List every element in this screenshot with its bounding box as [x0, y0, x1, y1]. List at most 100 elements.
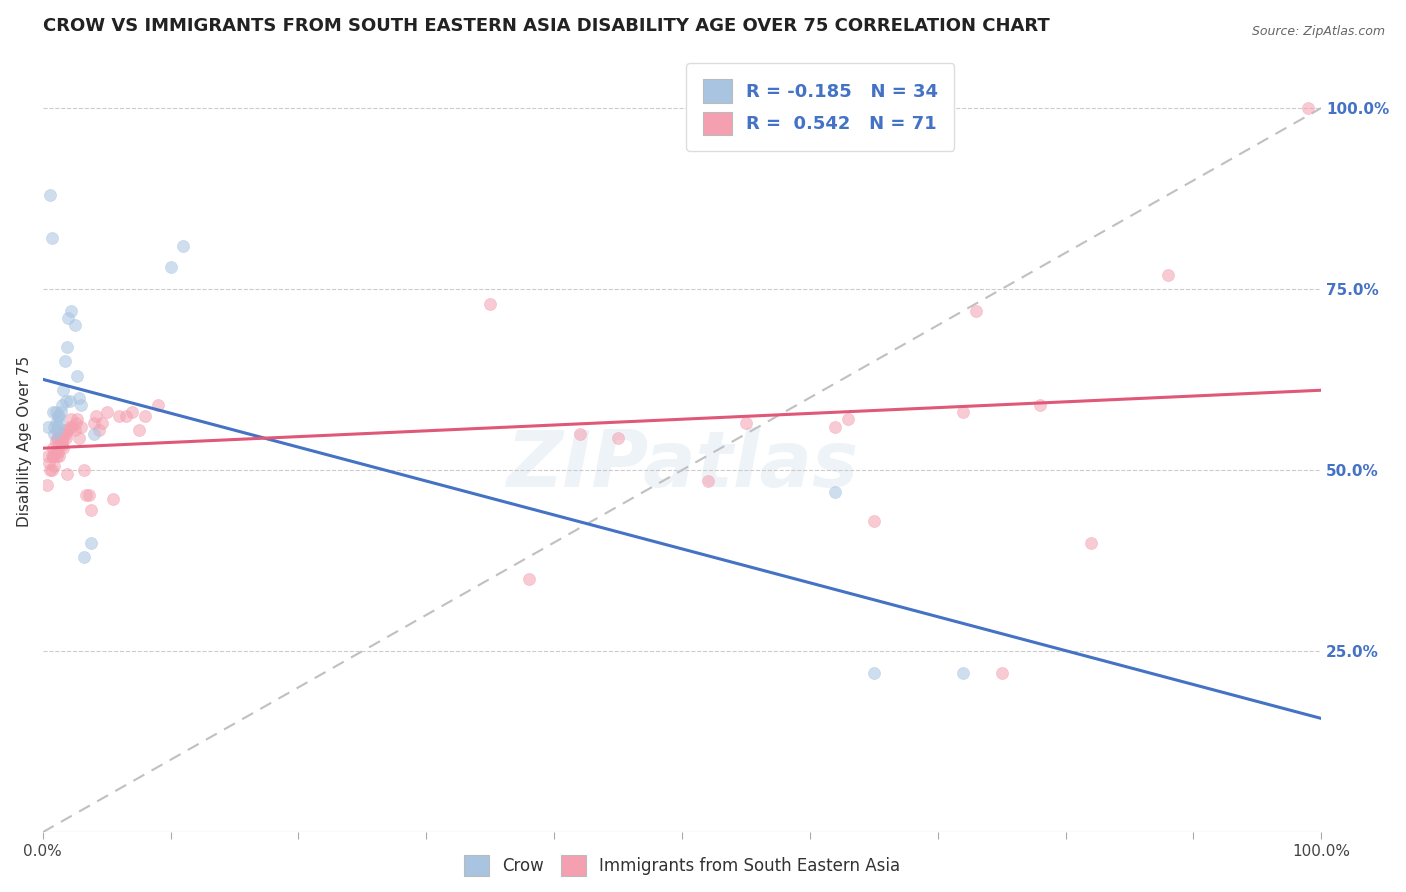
Point: [42, 405, 65, 419]
Point: [46, 419, 69, 434]
Point: [44, 426, 66, 441]
Point: [51, 398, 73, 412]
Point: [45, 405, 67, 419]
Point: [172, 238, 194, 252]
Point: [837, 412, 859, 426]
Point: [45, 449, 67, 463]
Point: [51, 434, 73, 449]
Point: [55, 430, 77, 444]
Point: [1298, 101, 1320, 115]
Point: [48, 416, 70, 430]
Point: [52, 426, 75, 441]
Point: [41, 463, 63, 477]
Point: [51, 438, 73, 452]
Point: [952, 405, 974, 419]
Legend: Crow, Immigrants from South Eastern Asia: Crow, Immigrants from South Eastern Asia: [457, 849, 907, 882]
Point: [479, 296, 502, 310]
Point: [39, 188, 62, 202]
Point: [86, 409, 108, 423]
Point: [44, 419, 66, 434]
Point: [59, 412, 82, 426]
Point: [52, 430, 75, 444]
Point: [41, 449, 63, 463]
Point: [952, 665, 974, 680]
Point: [65, 416, 87, 430]
Point: [58, 423, 80, 437]
Point: [49, 430, 72, 444]
Point: [965, 303, 987, 318]
Point: [37, 449, 59, 463]
Point: [55, 394, 77, 409]
Point: [121, 405, 143, 419]
Point: [63, 318, 86, 333]
Text: ZIPatlas: ZIPatlas: [506, 426, 858, 502]
Point: [56, 467, 79, 481]
Point: [990, 665, 1012, 680]
Point: [70, 419, 93, 434]
Point: [83, 416, 105, 430]
Point: [42, 442, 65, 456]
Point: [44, 449, 66, 463]
Point: [159, 260, 181, 275]
Point: [862, 514, 884, 528]
Point: [87, 423, 110, 437]
Point: [49, 426, 72, 441]
Point: [60, 419, 83, 434]
Point: [55, 426, 77, 441]
Point: [46, 430, 69, 444]
Point: [1029, 398, 1052, 412]
Point: [48, 409, 70, 423]
Point: [146, 398, 169, 412]
Point: [96, 405, 118, 419]
Point: [59, 394, 82, 409]
Point: [67, 430, 90, 444]
Point: [38, 456, 60, 470]
Point: [45, 445, 67, 459]
Point: [735, 416, 758, 430]
Point: [52, 442, 75, 456]
Point: [862, 665, 884, 680]
Point: [35, 477, 58, 491]
Point: [73, 549, 96, 564]
Point: [45, 430, 67, 444]
Point: [42, 449, 65, 463]
Point: [75, 488, 97, 502]
Point: [696, 474, 718, 488]
Point: [77, 488, 100, 502]
Point: [46, 409, 69, 423]
Y-axis label: Disability Age Over 75: Disability Age Over 75: [17, 356, 32, 527]
Point: [53, 354, 76, 368]
Point: [44, 459, 66, 474]
Point: [45, 416, 67, 430]
Text: CROW VS IMMIGRANTS FROM SOUTH EASTERN ASIA DISABILITY AGE OVER 75 CORRELATION CH: CROW VS IMMIGRANTS FROM SOUTH EASTERN AS…: [42, 17, 1049, 35]
Point: [824, 484, 846, 499]
Point: [90, 416, 112, 430]
Point: [1080, 535, 1102, 549]
Point: [52, 384, 75, 398]
Point: [48, 438, 70, 452]
Point: [70, 398, 93, 412]
Point: [83, 426, 105, 441]
Point: [59, 419, 82, 434]
Point: [48, 426, 70, 441]
Point: [41, 231, 63, 245]
Point: [67, 391, 90, 405]
Point: [1157, 268, 1180, 282]
Point: [824, 419, 846, 434]
Point: [80, 535, 103, 549]
Point: [49, 405, 72, 419]
Point: [58, 311, 80, 326]
Point: [45, 434, 67, 449]
Point: [73, 463, 96, 477]
Point: [66, 412, 89, 426]
Point: [134, 409, 156, 423]
Point: [517, 572, 540, 586]
Point: [45, 423, 67, 437]
Point: [53, 423, 76, 437]
Point: [46, 445, 69, 459]
Point: [607, 430, 630, 444]
Point: [101, 491, 124, 506]
Point: [59, 303, 82, 318]
Point: [37, 419, 59, 434]
Point: [568, 426, 591, 441]
